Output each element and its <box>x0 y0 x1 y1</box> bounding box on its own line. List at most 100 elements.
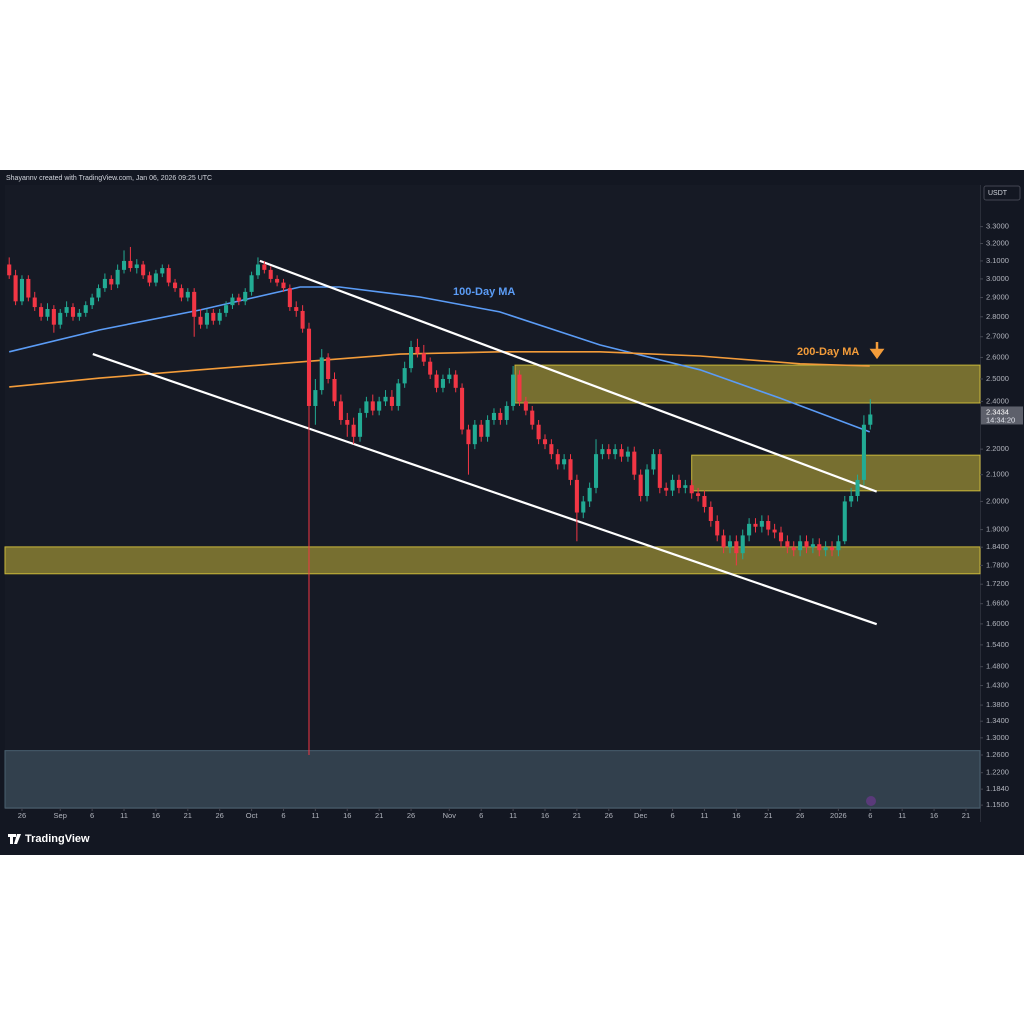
y-tick-label: 2.2000 <box>986 444 1009 453</box>
y-tick-label: 2.5000 <box>986 374 1009 383</box>
y-tick-label: 1.4800 <box>986 662 1009 671</box>
candle-body <box>364 401 369 413</box>
candle-body <box>447 374 452 379</box>
x-tick-label: 26 <box>407 811 415 820</box>
candle-body <box>536 424 541 440</box>
candle-body <box>19 278 25 302</box>
x-tick-label: 6 <box>281 811 285 820</box>
candle-body <box>121 260 127 270</box>
last-price: 2.3434 <box>986 407 1009 416</box>
y-tick-label: 1.3000 <box>986 733 1009 742</box>
down-arrow <box>869 342 885 360</box>
y-tick-label: 1.6000 <box>986 619 1009 628</box>
candle-body <box>217 312 222 321</box>
zone <box>514 364 981 404</box>
candle-body <box>517 374 522 402</box>
candle-body <box>766 520 771 530</box>
candle-body <box>64 307 69 313</box>
x-tick-label: 11 <box>701 811 709 820</box>
candle-body <box>587 487 592 502</box>
candle-body <box>7 264 12 276</box>
y-tick-label: 2.4000 <box>986 396 1009 405</box>
candle-body <box>173 282 178 289</box>
last-price-box <box>981 406 1023 425</box>
candle-body <box>409 347 414 369</box>
y-tick-label: 2.7000 <box>986 332 1009 341</box>
candle-body <box>434 374 439 388</box>
candle-body <box>530 410 535 425</box>
candle-body <box>306 328 312 406</box>
candle-body <box>268 269 273 279</box>
zone <box>4 546 981 575</box>
candle-body <box>645 469 650 496</box>
candle-body <box>39 307 44 317</box>
candle-body <box>829 547 835 551</box>
candle-body <box>32 297 37 308</box>
plot-area <box>5 185 980 808</box>
candle-body <box>683 485 688 488</box>
candle-body <box>810 544 815 548</box>
candle-body <box>70 307 76 317</box>
x-tick-label: 11 <box>898 811 906 820</box>
candle-body <box>351 424 356 437</box>
x-tick-label: 11 <box>120 811 128 820</box>
countdown: 14:34:20 <box>986 415 1015 424</box>
candle-body <box>868 414 873 425</box>
candle-body <box>562 459 567 465</box>
candle-body <box>332 378 337 402</box>
candle-body <box>345 419 350 425</box>
candle-body <box>849 495 854 502</box>
event-icon <box>866 796 876 806</box>
x-tick-label: 6 <box>90 811 94 820</box>
candle-body <box>759 520 764 527</box>
candle-body <box>817 544 822 551</box>
candle-body <box>798 541 803 551</box>
candle-body <box>619 449 624 457</box>
x-tick-label: 26 <box>796 811 804 820</box>
zone <box>691 454 981 492</box>
y-tick-label: 1.3800 <box>986 700 1009 709</box>
x-tick-label: 16 <box>732 811 740 820</box>
candle-body <box>134 264 139 269</box>
candle-body <box>377 401 382 411</box>
candle-body <box>166 268 171 283</box>
candle-body <box>721 535 726 548</box>
candle-body <box>58 312 63 325</box>
candle-body <box>778 532 784 542</box>
x-tick-label: 21 <box>573 811 581 820</box>
candle-body <box>275 278 280 283</box>
ma-label: 100-Day MA <box>453 286 515 298</box>
x-tick-label: 21 <box>962 811 970 820</box>
candle-body <box>823 547 828 551</box>
candle-body <box>300 310 305 329</box>
x-tick-label: Dec <box>634 811 648 820</box>
y-tick-label: 2.1000 <box>986 470 1009 479</box>
candle-body <box>855 479 860 496</box>
candle-body <box>141 264 146 276</box>
candle-body <box>479 424 484 437</box>
candle-body <box>727 541 733 548</box>
x-tick-label: 16 <box>930 811 938 820</box>
candle-body <box>77 312 82 317</box>
candle-body <box>313 390 318 406</box>
candle-body <box>581 501 586 513</box>
zone <box>4 750 981 809</box>
x-tick-label: 16 <box>152 811 160 820</box>
candle-body <box>440 378 445 388</box>
x-tick-label: 26 <box>605 811 613 820</box>
candle-body <box>262 264 267 270</box>
logo-icon <box>8 834 21 844</box>
candle-body <box>568 459 573 480</box>
x-tick-label: Nov <box>443 811 457 820</box>
x-tick-label: Sep <box>54 811 67 820</box>
candle-body <box>383 396 388 402</box>
candle-body <box>542 439 548 445</box>
candle-body <box>96 288 101 298</box>
candle-body <box>574 479 579 513</box>
candle-body <box>90 297 95 306</box>
candle-body <box>523 401 528 411</box>
candle-body <box>338 401 343 420</box>
candle-body <box>747 523 752 536</box>
candle-body <box>236 297 241 302</box>
